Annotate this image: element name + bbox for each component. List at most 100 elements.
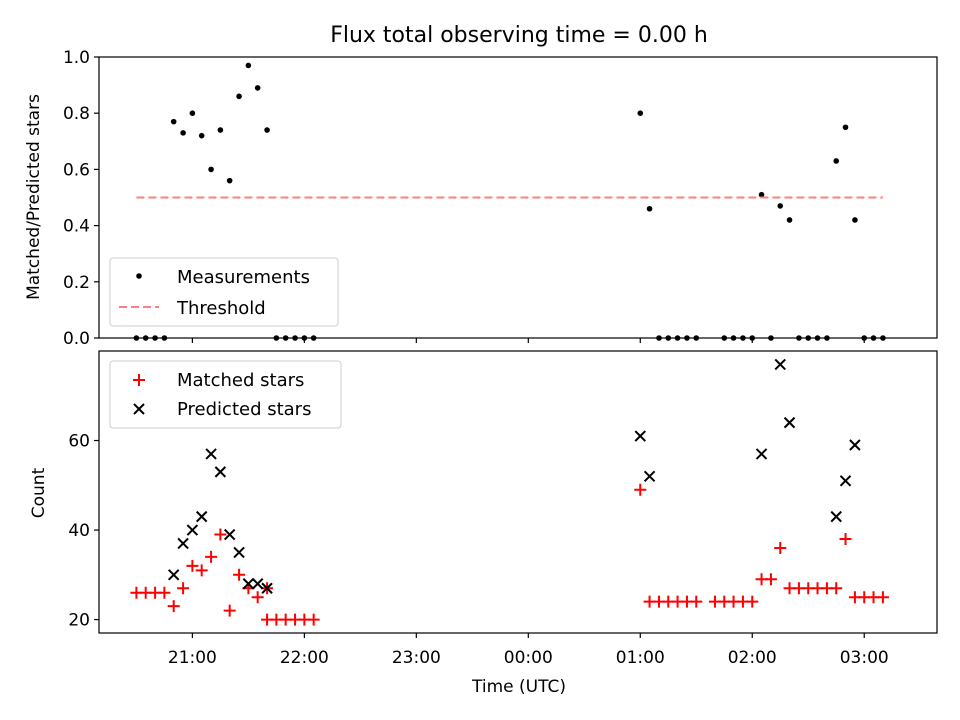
- predicted-stars-point: [261, 582, 273, 594]
- bottom-y-ticks: 20 40 60: [68, 432, 99, 631]
- measurement-point: [264, 127, 270, 133]
- measurement-point: [646, 205, 653, 212]
- predicted-stars-point: [755, 448, 768, 460]
- figure-title: Flux total observing time = 0.00 h: [330, 23, 708, 48]
- measurement-point: [674, 335, 681, 341]
- matched-stars-point: [177, 582, 190, 595]
- predicted-stars-point: [233, 546, 245, 559]
- matched-stars-point: [205, 550, 218, 563]
- legend-threshold-label: Threshold: [176, 298, 266, 319]
- legend-measurements-label: Measurements: [177, 267, 310, 288]
- top-legend-box: [109, 257, 339, 327]
- predicted-stars-point: [214, 466, 227, 478]
- measurement-point: [870, 335, 877, 341]
- predicted-stars-point: [177, 537, 189, 550]
- top-panel: 0.0 0.2 0.4 0.6 0.8 1.0 Matched/Predicted sta…: [24, 48, 938, 349]
- matched-stars-point: [764, 573, 777, 586]
- measurement-point: [301, 335, 308, 341]
- measurement-point: [180, 130, 186, 136]
- predicted-stars-point: [839, 475, 852, 487]
- legend-predicted-marker: [133, 403, 145, 415]
- bottom-series: [130, 358, 889, 626]
- top-legend: Measurements Threshold: [109, 257, 339, 327]
- x-tick-label: 22:00: [280, 648, 329, 668]
- measurement-point: [758, 191, 765, 198]
- measurement-point: [768, 335, 774, 341]
- matched-stars-point: [223, 604, 236, 617]
- predicted-stars-point: [251, 578, 264, 590]
- matched-stars-point: [830, 582, 843, 595]
- measurement-point: [152, 335, 158, 341]
- matched-stars-point: [746, 595, 759, 608]
- predicted-stars-point: [849, 439, 861, 451]
- measurement-point: [824, 335, 830, 341]
- measurement-point: [740, 335, 746, 341]
- matched-stars-point: [251, 591, 264, 604]
- matched-stars-point: [158, 586, 171, 599]
- bottom-panel-frame: [98, 350, 938, 634]
- measurement-point: [684, 335, 690, 341]
- measurement-point: [656, 335, 662, 341]
- bottom-y-tick-label: 20: [68, 611, 90, 631]
- matched-stars-point: [195, 564, 208, 577]
- predicted-stars-point: [774, 358, 786, 371]
- measurement-point: [665, 335, 672, 341]
- measurement-point: [842, 124, 849, 131]
- x-tick-label: 00:00: [504, 648, 553, 668]
- bottom-legend-box: [109, 360, 342, 429]
- matched-stars-point: [774, 541, 787, 554]
- bottom-y-axis-label: Count: [29, 467, 49, 518]
- measurement-point: [693, 335, 700, 341]
- measurement-point: [786, 217, 793, 223]
- measurement-point: [217, 127, 224, 133]
- matched-stars-point: [307, 613, 320, 626]
- measurement-point: [198, 132, 205, 139]
- top-y-tick-label: 0.8: [63, 104, 90, 124]
- top-y-tick-label: 0.2: [63, 273, 90, 293]
- top-y-tick-label: 0.0: [63, 329, 90, 349]
- measurement-point: [273, 335, 280, 341]
- matched-stars-point: [186, 559, 199, 572]
- measurement-point: [833, 158, 840, 164]
- x-tick-label: 23:00: [392, 648, 441, 668]
- top-y-tick-label: 1.0: [63, 48, 90, 68]
- legend-predicted-label: Predicted stars: [177, 399, 311, 420]
- x-tick-label: 21:00: [168, 648, 217, 668]
- top-y-axis-label: Matched/Predicted stars: [24, 94, 44, 300]
- predicted-stars-point: [634, 430, 646, 442]
- measurement-point: [861, 335, 868, 341]
- matched-stars-point: [690, 595, 703, 608]
- measurement-point: [245, 62, 252, 69]
- measurement-point: [310, 335, 317, 341]
- top-panel-frame: [98, 56, 938, 339]
- matched-stars-point: [876, 591, 889, 604]
- top-y-ticks: 0.0 0.2 0.4 0.6 0.8 1.0: [63, 48, 99, 349]
- top-series: [133, 62, 886, 341]
- legend-measurements-marker: [136, 273, 142, 279]
- measurement-point: [292, 335, 298, 341]
- measurement-point: [777, 203, 784, 209]
- measurement-point: [208, 166, 214, 173]
- measurement-point: [161, 335, 168, 341]
- predicted-stars-point: [205, 448, 217, 460]
- top-y-tick-label: 0.4: [63, 217, 90, 237]
- predicted-stars-point: [783, 416, 796, 429]
- bottom-x-ticks: 21:00 22:00 23:00 00:00 01:00 02:00 03:00: [168, 633, 889, 668]
- matched-stars-point: [839, 533, 852, 545]
- bottom-panel: 20 40 60 21:00 22:00 23:00 00:00 01:00 02:00 03:…: [29, 350, 938, 668]
- measurement-point: [880, 335, 886, 341]
- matched-stars-point: [167, 600, 180, 613]
- measurement-point: [814, 335, 821, 341]
- legend-matched-marker: [133, 374, 145, 386]
- predicted-stars-point: [242, 578, 255, 590]
- measurement-point: [637, 110, 644, 116]
- measurement-point: [142, 335, 149, 341]
- measurement-point: [749, 335, 756, 341]
- measurement-point: [133, 335, 140, 341]
- measurement-point: [226, 177, 233, 184]
- predicted-stars-point: [186, 524, 199, 536]
- x-tick-label: 02:00: [728, 648, 777, 668]
- bottom-y-tick-label: 40: [68, 521, 90, 541]
- x-tick-label: 03:00: [840, 648, 889, 668]
